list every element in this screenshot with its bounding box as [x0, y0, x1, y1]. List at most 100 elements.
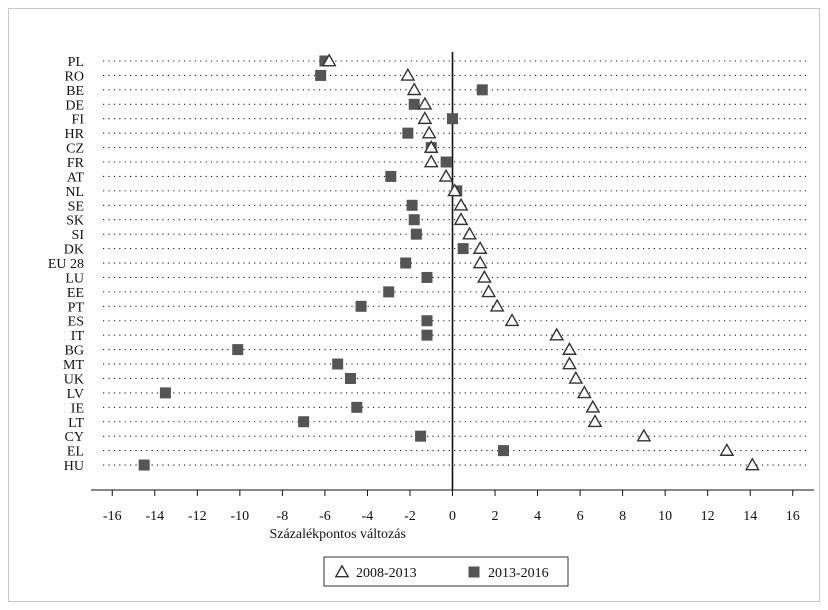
category-label-bg: BG	[65, 344, 84, 359]
x-tick-label: -2	[404, 509, 416, 524]
point-2013-2016-ro	[315, 69, 327, 81]
point-2013-2016-eu-28	[400, 257, 412, 269]
point-2013-2016-es	[421, 315, 433, 327]
category-label-lu: LU	[65, 271, 84, 286]
legend: 2008-2013 2013-2016	[323, 556, 569, 587]
point-2008-2013-ro	[400, 67, 416, 81]
point-2013-2016-lt	[298, 416, 310, 428]
point-2013-2016-bg	[232, 344, 244, 356]
category-label-ee: EE	[67, 286, 84, 301]
point-2008-2013-se	[453, 197, 469, 211]
x-tick-label: 10	[658, 509, 672, 524]
point-2008-2013-nl	[447, 183, 463, 197]
point-2013-2016-el	[498, 445, 510, 457]
point-2013-2016-se	[406, 199, 418, 211]
category-label-hu: HU	[64, 459, 84, 474]
category-label-at: AT	[67, 170, 85, 185]
point-2013-2016-ie	[351, 401, 363, 413]
point-2008-2013-el	[719, 442, 735, 456]
category-label-ro: RO	[65, 69, 84, 84]
point-2008-2013-it	[549, 327, 565, 341]
point-2013-2016-cy	[415, 430, 427, 442]
x-tick-label: 6	[577, 509, 584, 524]
point-2008-2013-es	[504, 313, 520, 327]
point-2008-2013-ee	[481, 284, 497, 298]
category-label-uk: UK	[64, 372, 84, 387]
category-label-pt: PT	[68, 300, 85, 315]
x-tick-label: 2	[492, 509, 499, 524]
category-label-si: SI	[72, 228, 85, 243]
point-2013-2016-si	[410, 228, 422, 240]
point-2013-2016-hu	[138, 459, 150, 471]
point-2008-2013-uk	[568, 370, 584, 384]
category-label-cy: CY	[65, 430, 84, 445]
point-2013-2016-dk	[457, 243, 469, 255]
x-tick-label: -8	[277, 509, 289, 524]
x-tick-label: 4	[534, 509, 541, 524]
point-2008-2013-fr	[423, 154, 439, 168]
point-2013-2016-ee	[383, 286, 395, 298]
x-tick-label: -10	[231, 509, 250, 524]
point-2008-2013-be	[406, 82, 422, 96]
legend-2008-2013-label: 2008-2013	[356, 566, 417, 581]
category-label-sk: SK	[66, 214, 84, 229]
category-label-dk: DK	[64, 243, 84, 258]
x-tick-label: 0	[449, 509, 456, 524]
point-2013-2016-uk	[344, 372, 356, 384]
x-axis-title: Százalékpontos változás	[269, 527, 405, 542]
point-2013-2016-fr	[440, 156, 452, 168]
point-2008-2013-ie	[585, 399, 601, 413]
category-label-es: ES	[68, 315, 84, 330]
point-2008-2013-si	[462, 226, 477, 240]
point-2008-2013-cy	[636, 428, 652, 442]
category-label-mt: MT	[63, 358, 84, 373]
legend-items: 2008-2013 2013-2016	[334, 564, 549, 581]
point-2008-2013-hu	[744, 457, 760, 471]
category-label-el: EL	[67, 445, 84, 460]
point-2008-2013-cz	[423, 139, 439, 153]
point-2008-2013-mt	[562, 356, 577, 370]
category-label-lv: LV	[67, 387, 84, 402]
point-2013-2016-lu	[421, 271, 433, 283]
category-label-nl: NL	[65, 185, 84, 200]
x-tick-label: -14	[145, 509, 164, 524]
point-2013-2016-hr	[402, 127, 414, 139]
x-tick-label: -4	[362, 509, 374, 524]
point-2008-2013-sk	[453, 212, 469, 226]
point-2008-2013-bg	[562, 341, 577, 355]
grid-lines	[103, 52, 810, 490]
legend-2013-2016-label: 2013-2016	[488, 566, 549, 581]
point-2008-2013-pt	[489, 298, 505, 312]
point-2013-2016-be	[476, 84, 488, 96]
legend-box	[323, 556, 569, 587]
point-2008-2013-de	[417, 96, 433, 110]
category-label-eu-28: EU 28	[48, 257, 84, 272]
point-2008-2013-eu-28	[472, 255, 488, 269]
x-tick-label: -16	[103, 509, 122, 524]
x-tick-label: -6	[319, 509, 331, 524]
point-2013-2016-fi	[447, 113, 458, 125]
point-2008-2013-fi	[417, 111, 433, 125]
legend-2008-2013-marker	[334, 564, 350, 578]
legend-2013-2016-marker	[468, 566, 480, 578]
point-2013-2016-at	[385, 170, 397, 182]
point-2008-2013-pl	[321, 53, 337, 67]
x-tick-label: 14	[743, 509, 757, 524]
category-label-fi: FI	[72, 113, 85, 128]
category-label-de: DE	[65, 98, 84, 113]
point-2013-2016-mt	[332, 358, 344, 370]
x-tick-label: 8	[619, 509, 626, 524]
point-2008-2013-at	[438, 168, 454, 182]
category-label-lt: LT	[68, 416, 84, 431]
category-label-hr: HR	[65, 127, 85, 142]
category-label-pl: PL	[68, 55, 84, 70]
x-tick-label: -12	[188, 509, 207, 524]
point-2008-2013-lu	[476, 269, 492, 283]
x-tick-label: 12	[701, 509, 715, 524]
x-tick-label: 16	[786, 509, 800, 524]
point-2008-2013-dk	[472, 240, 488, 254]
point-2008-2013-hr	[421, 125, 437, 139]
point-2008-2013-lt	[587, 414, 603, 428]
category-label-cz: CZ	[66, 142, 84, 157]
